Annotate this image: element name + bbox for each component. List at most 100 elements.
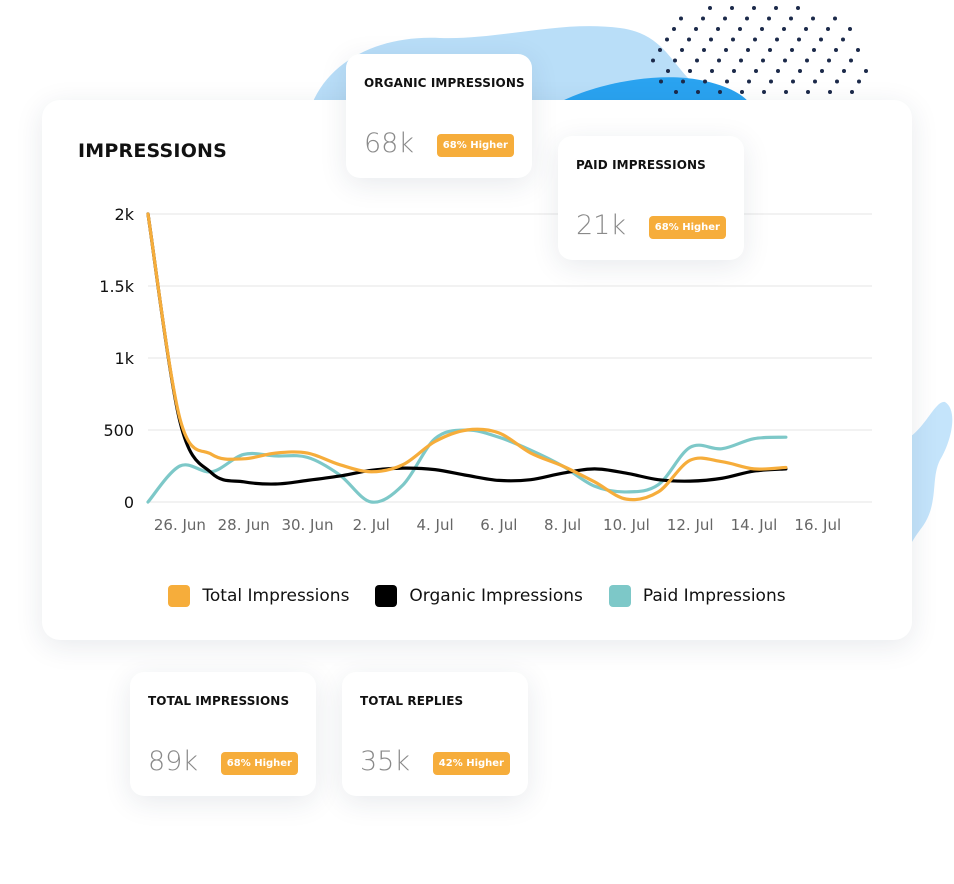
decor-dot <box>760 27 764 31</box>
legend-item-total[interactable]: Total Impressions <box>168 585 349 607</box>
x-tick-label: 16. Jul <box>794 516 841 534</box>
legend-label-organic: Organic Impressions <box>409 586 583 606</box>
total-impressions-card: TOTAL IMPRESSIONS 89k 68% Higher <box>130 672 316 796</box>
impressions-chart-card: IMPRESSIONS 0 500 1k 1.5k 2k 26. Jun 28. Jun 3… <box>42 100 912 640</box>
decor-dot <box>761 58 765 63</box>
decor-dot <box>827 58 831 63</box>
decor-dot <box>717 58 721 63</box>
decor-dot <box>718 90 722 94</box>
decor-dot <box>738 27 742 31</box>
decor-dot <box>730 6 734 10</box>
decor-dot <box>775 37 779 42</box>
organic-impressions-card: ORGANIC IMPRESSIONS 68k 68% Higher <box>346 54 532 178</box>
decor-dot <box>739 58 743 63</box>
decor-dot <box>679 16 683 21</box>
x-tick-label: 14. Jul <box>731 516 778 534</box>
x-tick-label: 28. Jun <box>218 516 270 534</box>
stat-label: TOTAL REPLIES <box>360 694 464 708</box>
decor-dot <box>806 90 810 94</box>
legend-item-organic[interactable]: Organic Impressions <box>375 585 583 607</box>
stat-value: 68k <box>364 128 414 159</box>
decor-dot <box>820 69 824 73</box>
paid-impressions-card: PAID IMPRESSIONS 21k 68% Higher <box>558 136 744 260</box>
decor-dot <box>752 6 756 10</box>
decor-dot <box>804 27 808 31</box>
decor-dot <box>833 16 837 21</box>
chart-legend: Total Impressions Organic Impressions Pa… <box>42 582 912 610</box>
decor-dot <box>811 16 815 21</box>
decor-dot <box>776 69 780 73</box>
series-lines <box>146 212 788 504</box>
decor-dot <box>687 37 691 42</box>
decor-dot <box>723 16 727 21</box>
stat-value: 35k <box>360 746 410 777</box>
decor-dot <box>768 48 772 52</box>
y-tick-label: 2k <box>115 205 135 224</box>
x-tick-label: 26. Jun <box>154 516 206 534</box>
decor-dot <box>680 48 684 52</box>
blob-right <box>905 401 953 560</box>
x-tick-label: 6. Jul <box>480 516 517 534</box>
decor-dot <box>695 58 699 63</box>
decor-dot <box>746 48 750 52</box>
decor-dot <box>774 6 778 10</box>
decor-dot <box>651 58 655 63</box>
decor-dot <box>767 16 771 21</box>
decor-dot <box>798 69 802 73</box>
decor-dot <box>812 48 816 52</box>
chart-title: IMPRESSIONS <box>78 140 228 162</box>
grid-lines <box>148 213 872 503</box>
decor-dot <box>681 79 685 84</box>
x-tick-label: 30. Jun <box>281 516 333 534</box>
decor-dot <box>826 27 830 31</box>
decor-dot <box>754 69 758 73</box>
decor-dot <box>753 37 757 42</box>
stat-badge: 68% Higher <box>220 752 298 775</box>
stat-label: PAID IMPRESSIONS <box>576 158 706 172</box>
line-chart: 0 500 1k 1.5k 2k 26. Jun 28. Jun 30. Jun 2. Jul… <box>99 205 872 534</box>
stat-value: 21k <box>576 210 626 241</box>
legend-swatch-organic <box>375 585 398 607</box>
dot-pattern <box>651 6 868 94</box>
decor-dot <box>674 90 678 94</box>
series-line-paid[interactable] <box>146 428 788 504</box>
stat-badge: 68% Higher <box>648 216 726 239</box>
y-tick-label: 500 <box>103 421 134 440</box>
decor-dot <box>665 37 669 42</box>
decor-dot <box>791 79 795 84</box>
decor-dot <box>828 90 832 94</box>
decor-dot <box>784 90 788 94</box>
decor-dot <box>731 37 735 42</box>
decor-dot <box>708 6 712 10</box>
y-tick-label: 0 <box>124 493 134 512</box>
decor-dot <box>769 79 773 84</box>
decor-dot <box>672 27 676 31</box>
x-tick-label: 4. Jul <box>416 516 453 534</box>
stat-badge: 68% Higher <box>436 134 514 157</box>
decor-dot <box>659 79 663 84</box>
x-tick-label: 2. Jul <box>353 516 390 534</box>
y-tick-label: 1.5k <box>99 277 134 296</box>
decor-dot <box>694 27 698 31</box>
series-line-total[interactable] <box>146 212 788 502</box>
stat-badge: 42% Higher <box>432 752 510 775</box>
decor-dot <box>796 6 800 10</box>
decor-dot <box>864 69 868 73</box>
decor-dot <box>783 58 787 63</box>
decor-dot <box>673 58 677 63</box>
decor-dot <box>703 79 707 84</box>
decor-dot <box>658 48 662 52</box>
decor-dot <box>842 69 846 73</box>
series-line-organic[interactable] <box>146 212 788 486</box>
decor-dot <box>856 48 860 52</box>
x-axis-ticks: 26. Jun 28. Jun 30. Jun 2. Jul 4. Jul 6. Jul 8… <box>154 516 841 534</box>
decor-dot <box>835 79 839 84</box>
decor-dot <box>841 37 845 42</box>
legend-item-paid[interactable]: Paid Impressions <box>608 585 786 607</box>
decor-dot <box>725 79 729 84</box>
decor-dot <box>849 58 853 63</box>
stat-label: ORGANIC IMPRESSIONS <box>364 76 525 90</box>
decor-dot <box>696 90 700 94</box>
decor-dot <box>834 48 838 52</box>
decor-dot <box>857 79 861 84</box>
